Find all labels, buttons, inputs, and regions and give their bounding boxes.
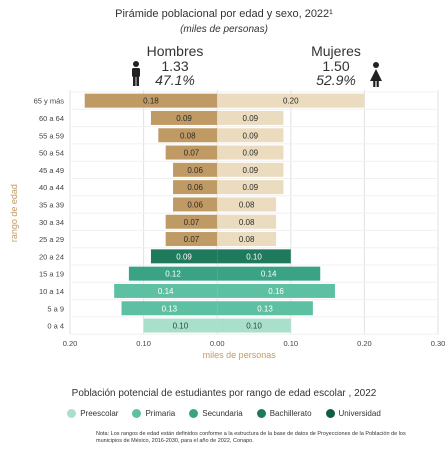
x-tick-label: 0.10 — [136, 339, 151, 348]
legend-dot — [132, 409, 141, 418]
data-label-male: 0.09 — [176, 114, 192, 123]
data-label-female: 0.08 — [239, 235, 255, 244]
male-summary: Hombres 1.33 47.1% — [135, 44, 215, 88]
legend-label: Bachillerato — [270, 409, 312, 418]
legend-item-universidad: Universidad — [326, 409, 381, 418]
male-percent: 47.1% — [135, 73, 215, 88]
male-total: 1.33 — [135, 59, 215, 74]
y-tick-label: 40 a 44 — [39, 183, 64, 192]
male-label: Hombres — [135, 44, 215, 59]
legend-item-secundaria: Secundaria — [189, 409, 242, 418]
x-tick-label: 0.30 — [431, 339, 446, 348]
chart-subtitle: (miles de personas) — [0, 24, 448, 35]
legend-item-bachillerato: Bachillerato — [257, 409, 312, 418]
female-label: Mujeres — [296, 44, 376, 59]
data-label-male: 0.07 — [184, 149, 200, 158]
data-label-male: 0.06 — [187, 183, 203, 192]
y-tick-label: 35 a 39 — [39, 200, 64, 209]
female-percent: 52.9% — [296, 73, 376, 88]
x-tick-label: 0.20 — [357, 339, 372, 348]
data-label-male: 0.09 — [176, 252, 192, 261]
data-label-male: 0.06 — [187, 166, 203, 175]
data-label-female: 0.10 — [246, 252, 262, 261]
data-label-male: 0.07 — [184, 218, 200, 227]
data-label-female: 0.09 — [243, 183, 259, 192]
data-label-female: 0.13 — [257, 304, 273, 313]
data-label-male: 0.12 — [165, 270, 181, 279]
y-tick-label: 55 a 59 — [39, 131, 64, 140]
y-tick-label: 65 y más — [34, 97, 65, 106]
y-tick-label: 25 a 29 — [39, 235, 64, 244]
data-label-male: 0.06 — [187, 200, 203, 209]
x-tick-label: 0.10 — [283, 339, 298, 348]
x-tick-label: 0.20 — [63, 339, 78, 348]
y-tick-label: 50 a 54 — [39, 149, 64, 158]
data-label-male: 0.18 — [143, 97, 159, 106]
y-tick-label: 10 a 14 — [39, 287, 64, 296]
legend-dot — [257, 409, 266, 418]
legend-label: Secundaria — [202, 409, 242, 418]
legend-dot — [67, 409, 76, 418]
y-tick-label: 15 a 19 — [39, 270, 64, 279]
data-label-female: 0.10 — [246, 322, 262, 331]
data-label-female: 0.14 — [261, 270, 277, 279]
legend-item-preescolar: Preescolar — [67, 409, 118, 418]
data-label-female: 0.08 — [239, 200, 255, 209]
data-label-female: 0.09 — [243, 131, 259, 140]
legend-dot — [189, 409, 198, 418]
data-label-male: 0.10 — [173, 322, 189, 331]
school-legend-title: Población potencial de estudiantes por r… — [0, 388, 448, 399]
x-tick-label: 0.00 — [210, 339, 225, 348]
y-tick-label: 0 a 4 — [47, 322, 64, 331]
y-tick-label: 5 a 9 — [47, 304, 64, 313]
data-label-female: 0.09 — [243, 149, 259, 158]
legend-item-primaria: Primaria — [132, 409, 175, 418]
legend-label: Primaria — [145, 409, 175, 418]
y-tick-label: 30 a 34 — [39, 218, 64, 227]
data-label-female: 0.09 — [243, 114, 259, 123]
chart-title: Pirámide poblacional por edad y sexo, 20… — [0, 8, 448, 20]
data-label-female: 0.20 — [283, 97, 299, 106]
legend-label: Preescolar — [80, 409, 118, 418]
female-total: 1.50 — [296, 59, 376, 74]
school-legend: Preescolar Primaria Secundaria Bachiller… — [0, 409, 448, 418]
data-label-male: 0.13 — [162, 304, 178, 313]
x-axis-title: miles de personas — [203, 350, 277, 360]
data-label-male: 0.08 — [180, 131, 196, 140]
y-tick-label: 60 a 64 — [39, 114, 64, 123]
data-label-female: 0.16 — [268, 287, 284, 296]
data-label-male: 0.14 — [158, 287, 174, 296]
data-label-female: 0.09 — [243, 166, 259, 175]
data-label-female: 0.08 — [239, 218, 255, 227]
legend-dot — [326, 409, 335, 418]
data-label-male: 0.07 — [184, 235, 200, 244]
y-tick-label: 20 a 24 — [39, 252, 64, 261]
y-axis-title: rango de edad — [9, 184, 19, 242]
y-tick-label: 45 a 49 — [39, 166, 64, 175]
female-summary: Mujeres 1.50 52.9% — [296, 44, 376, 88]
legend-label: Universidad — [339, 409, 381, 418]
footnote: Nota: Los rangos de edad están definidos… — [96, 431, 416, 445]
